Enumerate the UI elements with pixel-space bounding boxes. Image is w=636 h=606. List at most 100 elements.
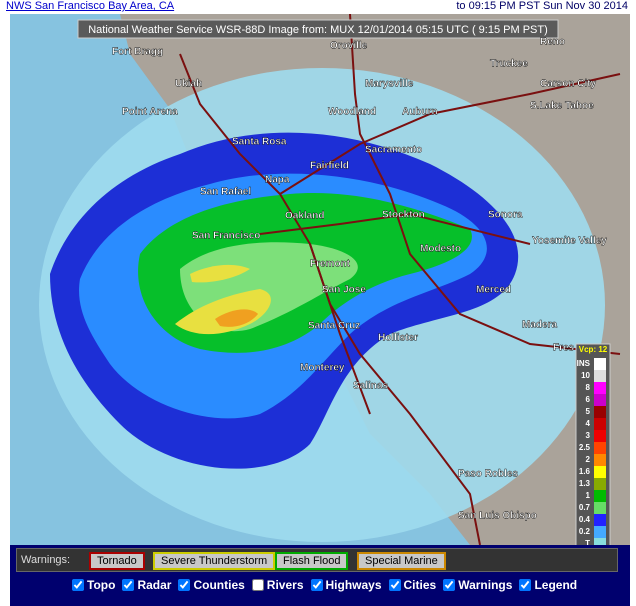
toggle-checkbox[interactable] [388, 579, 401, 591]
legend-swatch [594, 418, 606, 430]
legend-swatch [594, 466, 606, 478]
city-label: San Luis Obispo [458, 511, 537, 522]
toggle-label: Topo [87, 578, 116, 592]
legend-swatch [594, 406, 606, 418]
toggle-label: Highways [325, 578, 382, 592]
city-label: Oroville [330, 41, 368, 52]
layer-toggle: Legend [519, 578, 577, 592]
toggle-checkbox[interactable] [443, 579, 456, 591]
legend-swatch [594, 394, 606, 406]
legend-swatch [594, 370, 606, 382]
time-range: to 09:15 PM PST Sun Nov 30 2014 [456, 0, 628, 12]
legend-level: 1.3 [579, 479, 591, 488]
city-label: San Jose [322, 285, 366, 296]
toggle-label: Cities [403, 578, 437, 592]
legend-swatch [594, 514, 606, 526]
legend-level: T [585, 539, 590, 545]
toggle-checkbox[interactable] [519, 579, 532, 591]
city-label: Sonora [488, 210, 523, 221]
city-label: S.Lake Tahoe [530, 101, 594, 112]
toggle-checkbox[interactable] [251, 579, 264, 591]
city-label: Madera [522, 320, 557, 331]
warnings-bar: Warnings: Tornado Severe Thunderstorm Flas… [16, 548, 618, 572]
legend-level: 3 [586, 431, 591, 440]
layer-toggle: Rivers [251, 578, 304, 592]
legend-swatch [594, 382, 606, 394]
city-label: Truckee [490, 59, 528, 70]
highways [179, 14, 621, 545]
toggle-checkbox[interactable] [72, 579, 84, 591]
toggle-checkbox[interactable] [310, 579, 323, 591]
legend-swatch [594, 430, 606, 442]
legend-level: 6 [586, 395, 591, 404]
city-label: Hollister [378, 333, 418, 344]
layer-toggle: Cities [388, 578, 437, 592]
layer-toggle: Highways [310, 578, 382, 592]
legend-level: 0.4 [579, 515, 591, 524]
legend-swatch [594, 502, 606, 514]
map-title: National Weather Service WSR-88D Image f… [88, 24, 548, 36]
city-label: Carson City [540, 79, 597, 90]
city-label: San Francisco [192, 231, 260, 242]
toggle-checkbox[interactable] [122, 579, 135, 591]
control-bar: Warnings: Tornado Severe Thunderstorm Flas… [10, 545, 630, 606]
layer-toggle: Warnings [443, 578, 512, 592]
city-label: Auburn [402, 107, 438, 118]
layer-toggle: Radar [122, 578, 171, 592]
city-label: Stockton [382, 210, 425, 221]
echo-yellow [175, 289, 271, 335]
city-label: Fairfield [310, 161, 349, 172]
city-label: Point Arena [122, 107, 178, 118]
legend-swatch [594, 538, 606, 545]
legend-level: 10 [581, 371, 590, 380]
legend-swatch [594, 454, 606, 466]
title-bar [77, 19, 559, 39]
city-label: Modesto [420, 244, 461, 255]
toggle-checkbox[interactable] [178, 579, 191, 591]
city-label: San Rafael [200, 187, 251, 198]
toggle-label: Rivers [266, 578, 304, 592]
legend-level: 1.6 [579, 467, 591, 476]
legend-level: 0.2 [579, 527, 591, 536]
city-label: Fres [553, 343, 575, 354]
legend-swatch [594, 442, 606, 454]
echo-orange [215, 309, 258, 327]
legend-level: 4 [586, 419, 591, 428]
toggle-label: Radar [137, 578, 172, 592]
office-link[interactable]: NWS San Francisco Bay Area, CA [6, 0, 175, 12]
city-label: Santa Cruz [308, 321, 360, 332]
layer-toggle: Topo [72, 578, 115, 592]
city-labels: Fort Bragg Oroville Reno Ukiah Marysville Tru… [112, 36, 608, 522]
city-label: Woodland [328, 107, 376, 118]
legend-level: 1 [586, 491, 591, 500]
warning-type: Severe Thunderstorm [153, 552, 276, 570]
city-label: Monterey [300, 363, 345, 374]
legend-level: 5 [586, 407, 591, 416]
city-label: Salinas [353, 381, 388, 392]
city-label: Yosemite Valley [532, 236, 607, 247]
legend-swatch [594, 478, 606, 490]
legend-level: 2 [586, 455, 591, 464]
warning-type: Special Marine [357, 552, 446, 570]
header: NWS San Francisco Bay Area, CA to 09:15 … [0, 0, 636, 14]
legend-swatch [594, 526, 606, 538]
city-label: Fort Bragg [112, 47, 163, 58]
legend-level: INS [577, 359, 591, 368]
toggle-label: Counties [193, 578, 245, 592]
toggle-label: Warnings [458, 578, 513, 592]
city-label: Paso Robles [458, 469, 518, 480]
city-label: Fremont [310, 259, 351, 270]
city-label: Reno [540, 37, 565, 48]
city-label: Merced [476, 285, 511, 296]
layer-toggles: Topo Radar Counties Rivers Highways Cities War… [72, 578, 584, 592]
city-label: Santa Rosa [232, 137, 287, 148]
radar-map: National Weather Service WSR-88D Image f… [10, 14, 630, 545]
city-label: Marysville [365, 79, 414, 90]
city-label: Napa [265, 175, 290, 186]
legend-level: 0.7 [579, 503, 591, 512]
warning-type: Tornado [89, 552, 145, 570]
city-label: Oakland [285, 211, 324, 222]
city-label: Sacramento [365, 145, 422, 156]
